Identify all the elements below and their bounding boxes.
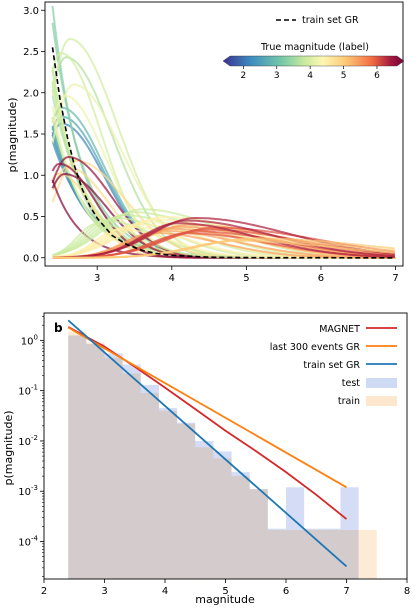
a-colorbar-bar bbox=[222, 55, 405, 67]
b-hist-bar-train bbox=[358, 529, 377, 579]
b-hist-bar-test bbox=[68, 335, 87, 579]
b-lines bbox=[67, 319, 348, 568]
a-colorbar: True magnitude (label) 2 3 4 5 6 bbox=[222, 42, 405, 81]
b-hist-bar-test bbox=[104, 353, 123, 579]
b-line-last-300-events-gr bbox=[67, 326, 347, 489]
b-x-tick-label: 6 bbox=[283, 586, 289, 597]
b-panel-label: b bbox=[54, 321, 63, 335]
b-hist-bar-test bbox=[249, 489, 268, 579]
b-y-tick-label: 10-4 bbox=[18, 535, 38, 549]
b-hist-bar-test bbox=[86, 343, 105, 579]
b-x-tick-label: 4 bbox=[162, 586, 168, 597]
b-x-tick-label: 8 bbox=[404, 586, 410, 597]
b-x-tick-label: 5 bbox=[222, 586, 228, 597]
a-y-tick-label: 1.5 bbox=[23, 130, 39, 141]
a-legend-label-gr: train set GR bbox=[302, 15, 359, 26]
b-x-tick-label: 3 bbox=[101, 586, 107, 597]
a-x-tick-label: 3 bbox=[94, 273, 100, 284]
a-y-tick-label: 0.5 bbox=[23, 212, 39, 223]
b-hist-bar-test bbox=[177, 422, 196, 579]
b-legend-label-magnet: MAGNET bbox=[319, 324, 360, 335]
a-y-tick-label: 2.0 bbox=[23, 88, 39, 99]
a-y-tick-label: 1.0 bbox=[23, 171, 39, 182]
b-y-tick-label: 100 bbox=[21, 333, 38, 347]
a-y-tick-label: 2.5 bbox=[23, 47, 39, 58]
b-y-axis-label: p(magnitude) bbox=[2, 410, 15, 485]
a-y-axis-label: p(magnitude) bbox=[6, 97, 19, 172]
a-colorbar-tick-label: 3 bbox=[274, 71, 280, 81]
b-legend: MAGNET last 300 events GR train set GR t… bbox=[270, 324, 397, 407]
b-legend-label-trainsetgr: train set GR bbox=[303, 360, 360, 371]
a-colorbar-label: True magnitude (label) bbox=[260, 42, 369, 53]
b-line-train-set-gr bbox=[67, 319, 348, 568]
b-legend-swatch-train bbox=[366, 396, 397, 406]
b-x-axis: 2 3 4 5 6 7 8 bbox=[41, 579, 410, 597]
a-colorbar-tick-label: 4 bbox=[307, 71, 313, 81]
b-hist-bar-test bbox=[286, 487, 305, 579]
a-colorbar-tick-label: 6 bbox=[374, 71, 380, 81]
a-colorbar-tick-label: 2 bbox=[240, 71, 246, 81]
a-x-tick-label: 4 bbox=[169, 273, 175, 284]
b-legend-swatch-test bbox=[366, 378, 397, 388]
a-y-axis: 0.0 0.5 1.0 1.5 2.0 2.5 3.0 bbox=[23, 6, 45, 264]
a-x-axis: 3 4 5 6 7 bbox=[94, 266, 399, 284]
b-x-tick-label: 2 bbox=[41, 586, 47, 597]
a-colorbar-ticks: 2 3 4 5 6 bbox=[240, 66, 380, 81]
b-hist-bar-test bbox=[267, 528, 286, 579]
a-y-tick-label: 3.0 bbox=[23, 6, 39, 17]
b-x-axis-label: magnitude bbox=[195, 593, 255, 606]
b-hist-bar-test bbox=[213, 451, 232, 579]
b-y-tick-label: 10-3 bbox=[18, 484, 38, 498]
a-x-tick-label: 5 bbox=[243, 273, 249, 284]
b-x-tick-label: 7 bbox=[343, 586, 349, 597]
a-colorbar-tick-label: 5 bbox=[341, 71, 347, 81]
b-hist-bar-test bbox=[195, 440, 214, 579]
b-y-axis: 100 10-1 10-2 10-3 10-4 bbox=[18, 316, 44, 577]
b-hist-bar-test bbox=[140, 384, 159, 579]
b-legend-label-test: test bbox=[342, 378, 361, 389]
a-y-tick-label: 0.0 bbox=[23, 253, 39, 264]
a-x-tick-label: 6 bbox=[318, 273, 324, 284]
b-y-tick-label: 10-2 bbox=[18, 434, 38, 448]
b-hist-bar-test bbox=[340, 487, 359, 579]
b-hist-bar-test bbox=[158, 408, 178, 579]
a-x-tick-label: 7 bbox=[392, 273, 398, 284]
a-train-set-gr-line bbox=[51, 47, 396, 259]
b-hist-bar-test bbox=[322, 528, 341, 579]
b-hist-bar-test bbox=[231, 472, 250, 579]
a-legend: train set GR bbox=[276, 15, 359, 26]
panel-a-chart: 3 4 5 6 7 0.0 0.5 1.0 1.5 2.0 2.5 3.0 p(magnitude)… bbox=[6, 1, 405, 284]
b-histograms bbox=[68, 331, 377, 579]
a-predicted-curve bbox=[52, 237, 395, 259]
b-hist-bar-test bbox=[122, 364, 141, 579]
b-legend-label-last300: last 300 events GR bbox=[270, 342, 361, 353]
b-legend-label-train: train bbox=[338, 396, 360, 407]
b-y-tick-label: 10-1 bbox=[18, 384, 38, 398]
